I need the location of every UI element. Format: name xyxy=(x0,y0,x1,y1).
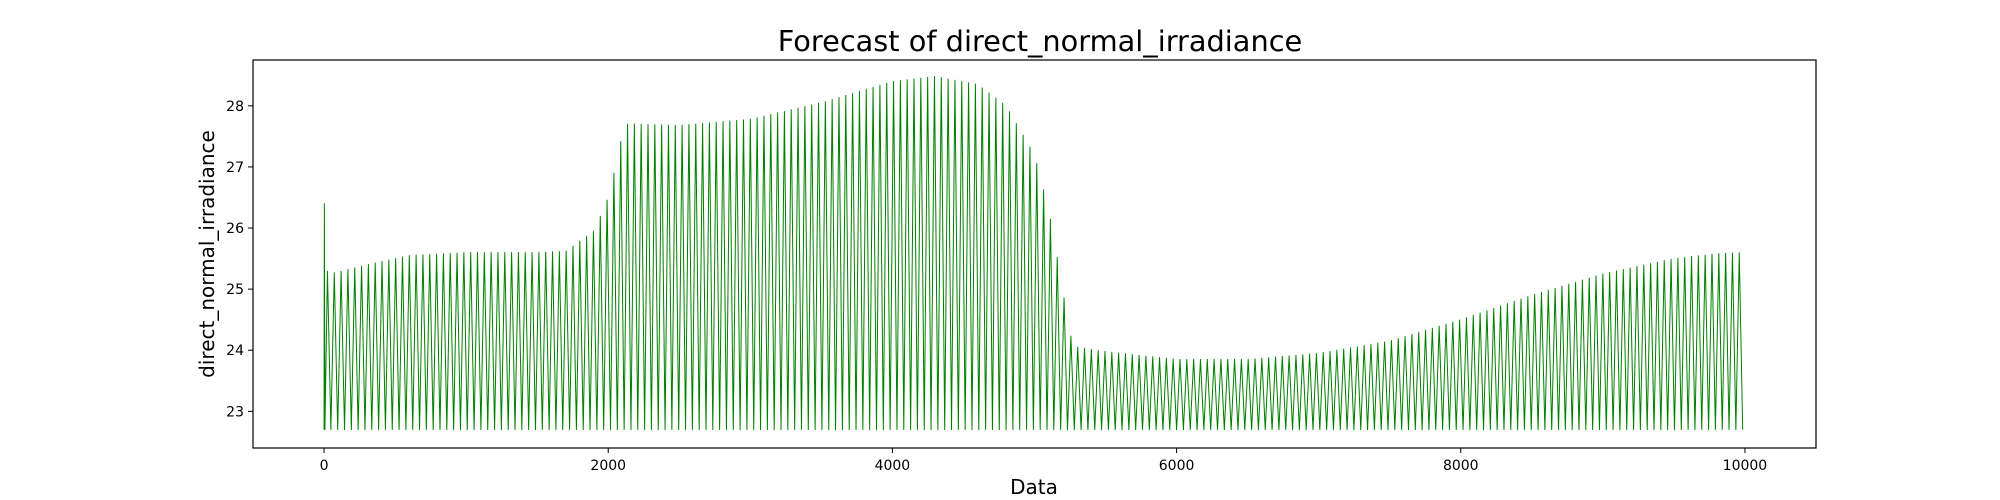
y-axis: 23 24 25 26 27 28 xyxy=(226,99,253,420)
plot-frame xyxy=(252,59,1817,449)
plot-area xyxy=(252,59,1817,449)
x-axis-label: Data xyxy=(1010,475,1058,499)
x-tick-label: 10000 xyxy=(1723,458,1768,474)
chart-title: Forecast of direct_normal_irradiance xyxy=(778,24,1303,58)
x-tick-label: 0 xyxy=(320,458,329,474)
y-tick-label: 24 xyxy=(226,343,244,359)
y-tick-label: 25 xyxy=(226,282,244,298)
y-tick-label: 26 xyxy=(226,221,244,237)
x-tick-label: 6000 xyxy=(1159,458,1195,474)
x-tick-label: 8000 xyxy=(1443,458,1479,474)
x-axis: 0 2000 4000 6000 8000 10000 xyxy=(320,448,1768,474)
y-tick-label: 28 xyxy=(226,99,244,115)
x-tick-label: 2000 xyxy=(590,458,626,474)
series-line xyxy=(323,76,1744,431)
y-axis-label: direct_normal_irradiance xyxy=(195,130,219,378)
y-tick-label: 27 xyxy=(226,160,244,176)
y-tick-label: 23 xyxy=(226,404,244,420)
x-tick-label: 4000 xyxy=(875,458,911,474)
